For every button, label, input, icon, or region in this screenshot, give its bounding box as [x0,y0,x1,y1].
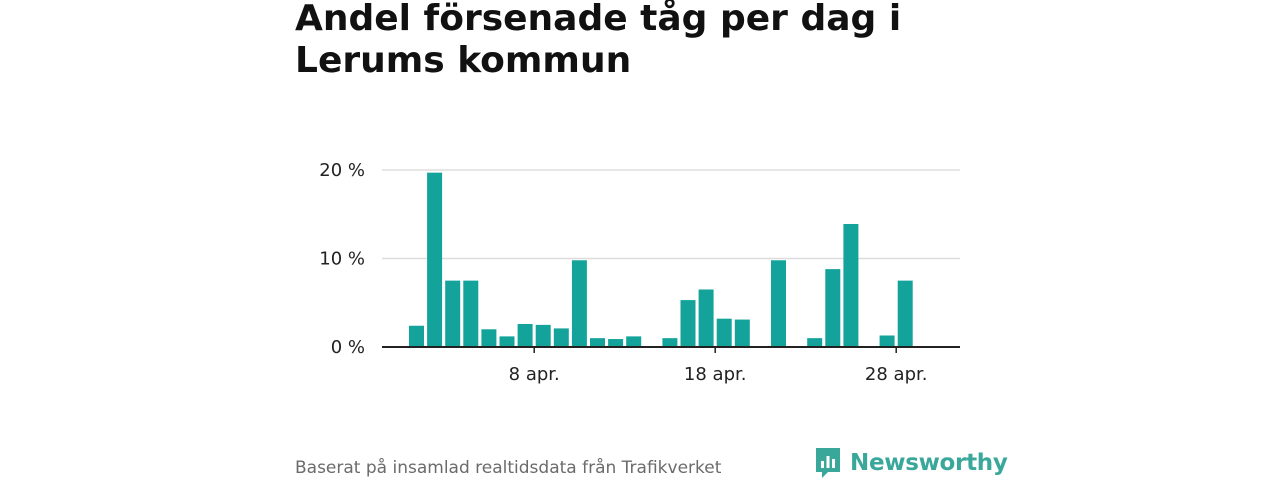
bar [680,300,696,347]
bar [879,335,895,347]
x-tick-label: 18 apr. [684,364,747,385]
bar [897,280,913,347]
bar [409,325,424,347]
bar [445,280,461,347]
bar [734,319,750,347]
y-tick-label: 10 % [319,249,365,270]
bar [843,223,859,347]
bar [481,329,497,347]
bar [553,328,569,347]
bar [517,323,533,347]
x-tick-label: 8 apr. [509,364,560,385]
bar [463,280,479,347]
bars [409,172,913,347]
brand-logo: Newsworthy [814,446,1008,480]
bar [608,339,624,347]
bar [535,324,551,347]
bar [499,336,515,347]
grid-lines [382,169,960,260]
bar [698,289,714,347]
axes: 0 % 10 % 20 % 8 apr. 18 apr. 28 apr. [319,160,960,385]
bar [716,318,732,347]
x-tick-label: 28 apr. [865,364,928,385]
bar [590,338,605,347]
bar [771,260,786,347]
brand-name: Newsworthy [850,450,1008,476]
bar [571,260,587,347]
bar [626,336,642,347]
source-note: Baserat på insamlad realtidsdata från Tr… [295,458,722,478]
bar [807,338,823,347]
bar [825,269,841,347]
bar [427,172,443,347]
y-tick-label: 20 % [319,160,365,181]
chart-title: Andel försenade tåg per dag i Lerums kom… [295,0,902,81]
bar [662,338,678,347]
y-tick-label: 0 % [331,337,365,358]
newsworthy-logo-icon [816,448,840,478]
